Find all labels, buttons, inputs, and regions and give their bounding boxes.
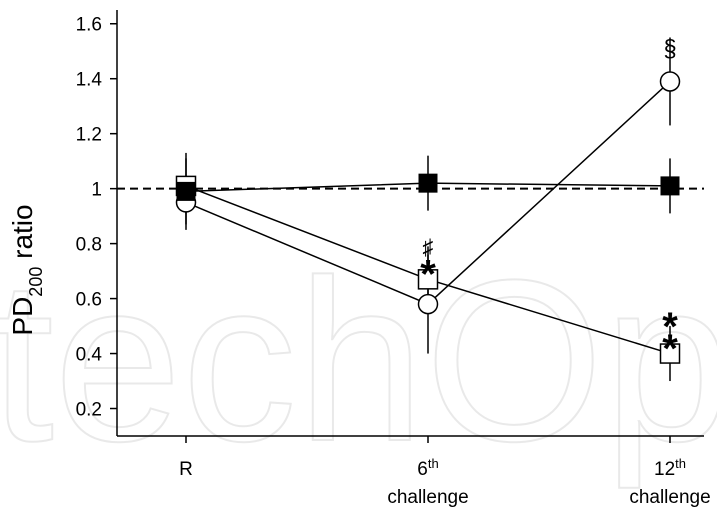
data-point-open-circle xyxy=(659,71,681,92)
data-point-filled-square xyxy=(660,176,680,196)
y-axis-label-main: PD xyxy=(7,297,38,336)
data-point-open-square xyxy=(417,269,439,290)
watermark: techOpen xyxy=(0,232,717,489)
x-tick-label-line2: challenge xyxy=(387,487,468,508)
y-tick-label: 0.6 xyxy=(76,290,102,311)
data-point-open-circle xyxy=(417,293,439,315)
axes: 0.2 0.4 0.6 0.8 1 1.2 1.4 1.6 R 6th challenge 12th c… xyxy=(76,10,711,508)
x-tick-label: R xyxy=(179,459,193,480)
y-axis-label: PD200 ratio xyxy=(7,204,46,335)
y-tick-label: 1.6 xyxy=(76,15,102,36)
data-point-filled-square xyxy=(176,181,196,201)
y-tick-label: 0.8 xyxy=(76,235,102,256)
y-tick-label: 0.4 xyxy=(76,345,103,366)
data-point-filled-square xyxy=(418,173,438,193)
annotations: *♯**§ xyxy=(420,35,678,370)
data-point-open-square xyxy=(659,343,681,364)
y-axis-label-sub: 200 xyxy=(26,267,46,297)
y-tick-label: 0.2 xyxy=(76,400,102,421)
annotation-mark: * xyxy=(420,253,436,297)
y-tick-label: 1 xyxy=(91,180,102,201)
annotation-mark: ♯ xyxy=(423,234,434,259)
annotation-mark: * xyxy=(662,305,678,349)
series-layer xyxy=(175,37,681,382)
y-tick-label: 1.4 xyxy=(76,70,103,91)
annotation-mark: * xyxy=(662,327,678,371)
y-axis-label-tail: ratio xyxy=(7,204,38,266)
x-tick-label-line2: challenge xyxy=(629,487,710,508)
x-tick-label: 6th xyxy=(417,456,438,481)
annotation-mark: § xyxy=(663,35,676,62)
y-tick-label: 1.2 xyxy=(76,125,102,146)
x-tick-label: 12th xyxy=(654,456,686,481)
